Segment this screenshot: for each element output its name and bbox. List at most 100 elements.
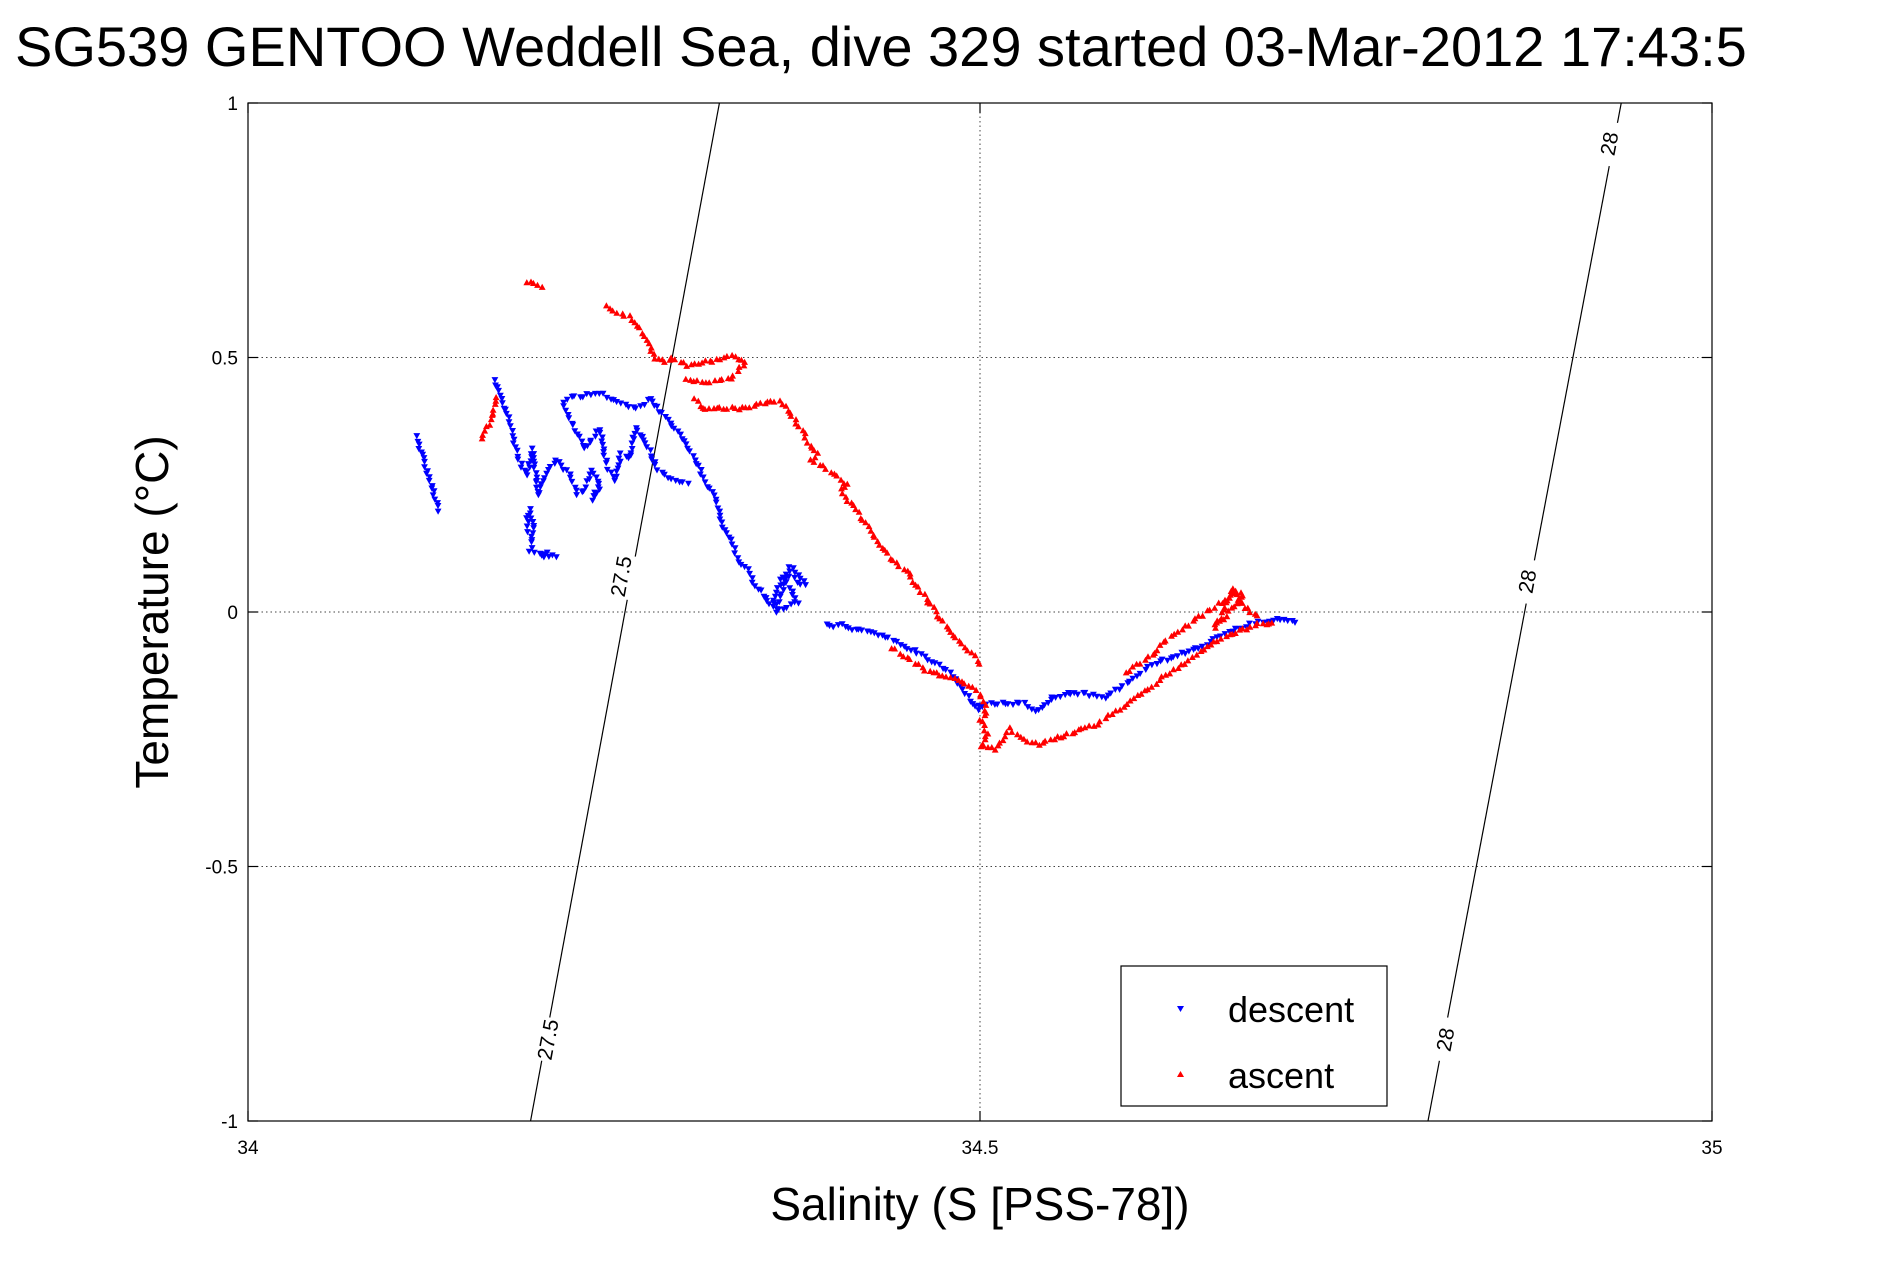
density-contour-label-bg-1-2 <box>1591 119 1628 168</box>
point-ascent-190 <box>906 655 913 662</box>
point-ascent-332 <box>1211 604 1219 611</box>
point-descent-263 <box>728 541 736 548</box>
point-ascent-319 <box>1161 637 1169 644</box>
point-descent-432 <box>1194 645 1202 652</box>
point-descent-248 <box>705 485 713 492</box>
series-ascent <box>478 278 1276 753</box>
point-descent-332 <box>848 627 856 634</box>
point-ascent-131 <box>838 485 845 492</box>
point-descent-66 <box>537 484 544 491</box>
point-descent-159 <box>607 469 615 476</box>
point-descent-99 <box>589 497 596 504</box>
point-ascent-168 <box>933 608 940 615</box>
point-ascent-105 <box>786 409 794 416</box>
point-ascent-331 <box>1206 606 1213 613</box>
point-descent-353 <box>924 657 931 664</box>
point-descent-42 <box>518 460 526 467</box>
point-ascent-5 <box>603 302 610 309</box>
point-descent-420 <box>1153 661 1161 668</box>
point-descent-262 <box>727 536 735 543</box>
point-ascent-54 <box>724 375 732 382</box>
point-descent-31 <box>505 414 513 421</box>
point-descent-24 <box>495 387 502 394</box>
point-descent-276 <box>757 587 765 594</box>
point-descent-11 <box>426 474 433 481</box>
point-descent-101 <box>593 490 601 497</box>
legend-label-ascent: ascent <box>1228 1055 1334 1096</box>
point-descent-209 <box>603 394 611 402</box>
point-descent-280 <box>765 601 773 608</box>
point-descent-23 <box>494 384 501 391</box>
point-ascent-166 <box>926 600 934 607</box>
point-descent-313 <box>786 568 794 575</box>
point-descent-72 <box>546 464 554 471</box>
point-ascent-126 <box>833 472 841 479</box>
point-descent-152 <box>599 441 607 448</box>
point-ascent-167 <box>930 603 938 610</box>
point-descent-149 <box>596 429 604 436</box>
point-ascent-289 <box>1207 641 1215 648</box>
point-ascent-32 <box>683 362 691 369</box>
point-ascent-64 <box>682 375 690 382</box>
point-ascent-186 <box>891 645 899 652</box>
point-descent-390 <box>1044 700 1052 707</box>
point-ascent-225 <box>980 742 987 749</box>
point-descent-439 <box>1221 631 1229 638</box>
point-ascent-78 <box>694 397 702 404</box>
point-descent-108 <box>527 506 534 513</box>
point-ascent-259 <box>1096 718 1103 725</box>
point-ascent-264 <box>1116 706 1124 713</box>
point-ascent-372 <box>1253 612 1261 619</box>
point-descent-128 <box>549 552 556 559</box>
point-ascent-230 <box>996 739 1003 746</box>
point-ascent-260 <box>1102 715 1110 722</box>
point-descent-151 <box>598 438 606 445</box>
y-tick-label-0: -1 <box>221 1112 238 1133</box>
point-descent-387 <box>1035 707 1042 714</box>
point-descent-342 <box>884 634 892 641</box>
point-ascent-85 <box>715 403 723 410</box>
point-ascent-36 <box>698 359 706 366</box>
point-ascent-26 <box>661 358 668 365</box>
point-ascent-322 <box>1174 628 1182 635</box>
point-descent-394 <box>1056 694 1064 701</box>
point-descent-213 <box>617 400 625 407</box>
point-descent-162 <box>613 473 620 480</box>
point-descent-328 <box>834 622 842 629</box>
point-ascent-199 <box>938 672 946 679</box>
point-ascent-359 <box>1223 597 1231 604</box>
point-ascent-2 <box>530 279 537 286</box>
point-descent-199 <box>563 396 571 403</box>
legend: descent ascent <box>1120 965 1388 1107</box>
point-descent-87 <box>582 484 590 491</box>
point-descent-433 <box>1198 643 1206 650</box>
point-ascent-75 <box>492 397 500 404</box>
point-descent-26 <box>498 396 506 403</box>
point-descent-349 <box>911 647 919 654</box>
point-descent-93 <box>593 474 600 481</box>
point-descent-25 <box>497 392 504 399</box>
point-descent-35 <box>509 433 517 440</box>
point-ascent-232 <box>1001 733 1009 740</box>
point-descent-103 <box>524 529 531 536</box>
point-descent-331 <box>845 625 852 632</box>
point-descent-382 <box>1015 700 1023 707</box>
point-descent-131 <box>560 403 567 410</box>
point-ascent-292 <box>1217 635 1225 642</box>
point-ascent-159 <box>909 578 917 585</box>
point-descent-65 <box>535 490 543 497</box>
point-ascent-308 <box>1126 667 1133 674</box>
point-descent-181 <box>639 433 646 441</box>
point-ascent-222 <box>981 736 989 743</box>
point-descent-115 <box>528 533 535 540</box>
point-ascent-244 <box>1041 737 1049 744</box>
point-ascent-158 <box>906 573 914 580</box>
point-ascent-195 <box>926 667 934 674</box>
point-ascent-242 <box>1036 741 1043 748</box>
point-ascent-345 <box>1228 604 1236 611</box>
point-descent-264 <box>731 545 739 552</box>
point-ascent-347 <box>1223 613 1231 620</box>
point-descent-273 <box>748 579 756 586</box>
point-ascent-210 <box>977 693 984 700</box>
point-descent-127 <box>545 553 553 560</box>
